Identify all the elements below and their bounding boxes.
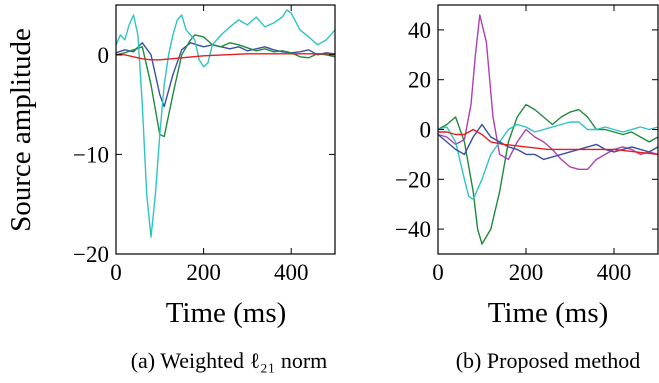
panel-a-series-1-line	[115, 42, 336, 108]
panel-a-xtick-label: 400	[274, 260, 309, 285]
panel-b-ytick-label: −40	[395, 217, 431, 242]
panel-a-ytick-label: 0	[98, 43, 110, 68]
panel-b-xtick-label: 200	[509, 260, 544, 285]
panel-b-caption: (b) Proposed method	[456, 348, 641, 373]
panel-a-ticks: 0 200 400 0 −10 −20	[73, 5, 335, 285]
panel-b-series-1-line	[437, 14, 659, 171]
panel-a-series-4-line	[116, 53, 335, 61]
panel-a: 0 200 400 0 −10 −20 Source amplitude Time (ms…	[5, 4, 336, 373]
panel-a-ytick-label: −20	[73, 242, 109, 267]
panel-a-xtick-label: 200	[186, 260, 221, 285]
panel-b-xlabel: Time (ms)	[488, 297, 609, 329]
panel-b-xtick-label: 400	[597, 260, 632, 285]
panel-b-xtick-label: 0	[432, 260, 444, 285]
panel-a-ylabel: Source amplitude	[5, 28, 37, 232]
panel-b-series-3-line	[437, 121, 659, 200]
panel-b-ytick-label: 40	[408, 18, 431, 43]
panel-a-series-2-line	[115, 34, 336, 138]
panel-b-series-5-line	[438, 128, 659, 156]
panel-b-series-4-line	[437, 123, 659, 161]
panel-a-ytick-label: −10	[73, 142, 109, 167]
panel-b-series-group	[437, 14, 659, 245]
panel-a-series-3-line	[115, 9, 336, 238]
panel-a-series-group	[115, 9, 336, 238]
panel-b-frame	[437, 4, 659, 255]
panel-b-series-2-line	[437, 103, 659, 245]
panel-a-xtick-label: 0	[110, 260, 122, 285]
panel-b-ytick-label: 0	[420, 118, 432, 143]
panel-b-ytick-label: −20	[395, 167, 431, 192]
panel-a-xlabel: Time (ms)	[166, 297, 287, 329]
panel-a-caption: (a) Weighted ℓ₂₁ norm	[131, 348, 328, 373]
panel-a-frame	[115, 4, 336, 255]
panel-b-ytick-label: 20	[408, 68, 431, 93]
